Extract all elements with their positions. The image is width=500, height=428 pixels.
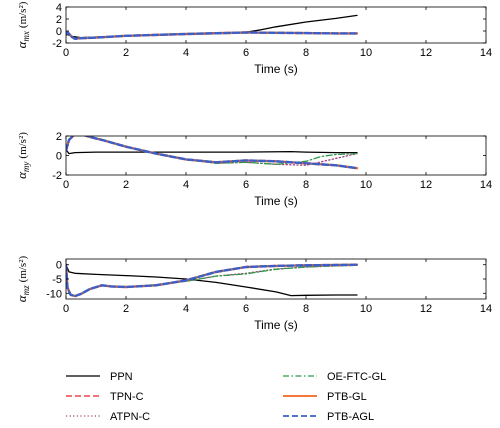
x-tick-label: 10: [360, 303, 372, 315]
y-label-symbol: α: [14, 294, 29, 302]
series-line-atpn-c: [66, 264, 358, 297]
x-tick-label: 4: [183, 303, 189, 315]
x-tick-label: 14: [480, 47, 492, 59]
x-tick-label: 0: [63, 303, 69, 315]
y-label-unit: (m/s²): [17, 255, 29, 282]
x-tick-label: 8: [303, 47, 309, 59]
y-label-subscript: mz: [21, 285, 31, 295]
y-label-subscript: my: [21, 162, 31, 173]
x-tick-label: 8: [303, 179, 309, 191]
chart-panel-3: 0 2 4 6 8 10 12 14 -10 -5 0 Time (s) αmz (m/s²): [14, 255, 492, 332]
x-axis-label: Time (s): [254, 318, 298, 332]
axes-box: [65, 135, 487, 176]
y-label-unit: (m/s²): [17, 132, 29, 159]
series-line-ptb-agl: [66, 263, 359, 298]
y-tick-label: 2: [56, 131, 62, 143]
y-axis-label: αmx (m/s²): [14, 1, 31, 48]
legend-item-ptb-gl: PTB-GL: [283, 391, 367, 403]
y-tick-label: -5: [52, 274, 62, 286]
y-tick-label: 0: [56, 151, 62, 163]
x-tick-label: 0: [63, 179, 69, 191]
x-tick-label: 10: [360, 47, 372, 59]
series-line-ptb-agl: [66, 136, 359, 170]
x-tick-label: 6: [243, 303, 249, 315]
y-label-unit: (m/s²): [17, 1, 29, 28]
x-tick-label: 4: [183, 47, 189, 59]
series-line-ptb-gl: [66, 263, 359, 298]
x-tick-label: 2: [123, 47, 129, 59]
legend-item-ptb-agl: PTB-AGL: [283, 411, 374, 423]
legend-label: TPN-C: [110, 391, 144, 403]
legend-label: OE-FTC-GL: [327, 371, 386, 383]
x-tick-label: 0: [63, 47, 69, 59]
series-line-ptb-agl: [66, 31, 359, 40]
legend-label: PTB-GL: [327, 391, 367, 403]
x-axis-label: Time (s): [254, 194, 298, 208]
series-group: [66, 136, 359, 170]
legend-item-tpn-c: TPN-C: [66, 391, 144, 403]
x-tick-label: 2: [123, 179, 129, 191]
y-tick-label: 0: [56, 26, 62, 38]
legend-label: PPN: [110, 371, 133, 383]
legend-label: PTB-AGL: [327, 411, 374, 423]
legend-label: ATPN-C: [110, 411, 150, 423]
y-label-symbol: α: [14, 171, 29, 179]
x-tick-label: 2: [123, 303, 129, 315]
legend: PPN TPN-C ATPN-C OE-FTC-GL PTB-GL PTB-AGL: [66, 371, 386, 423]
y-tick-label: 4: [56, 2, 62, 14]
y-axis-label: αmz (m/s²): [14, 255, 31, 302]
x-tick-label: 14: [480, 303, 492, 315]
x-tick-label: 12: [420, 179, 432, 191]
axes-box: [65, 6, 487, 44]
series-line-oe-ftc-gl: [66, 264, 358, 297]
x-tick-label: 6: [243, 47, 249, 59]
y-label-symbol: α: [14, 40, 29, 48]
y-tick-label: 2: [56, 14, 62, 26]
x-tick-label: 8: [303, 303, 309, 315]
x-tick-label: 6: [243, 179, 249, 191]
y-axis-label: αmy (m/s²): [14, 132, 31, 179]
legend-item-ppn: PPN: [66, 371, 133, 383]
series-line-tpn-c: [66, 264, 358, 297]
x-tick-label: 12: [420, 47, 432, 59]
y-tick-label: -10: [46, 288, 62, 300]
y-label-subscript: mx: [21, 31, 31, 42]
x-axis-label: Time (s): [254, 62, 298, 76]
x-tick-label: 14: [480, 179, 492, 191]
series-line-atpn-c: [66, 136, 358, 166]
x-tick-label: 12: [420, 303, 432, 315]
x-tick-label: 10: [360, 179, 372, 191]
legend-item-atpn-c: ATPN-C: [66, 411, 150, 423]
y-tick-label: 0: [56, 260, 62, 272]
series-group: [66, 263, 359, 298]
y-tick-label: -2: [52, 170, 62, 182]
series-line-ppn: [66, 149, 358, 155]
series-group: [66, 14, 359, 40]
legend-item-oe-ftc-gl: OE-FTC-GL: [283, 371, 386, 383]
series-line-oe-ftc-gl: [66, 136, 358, 165]
y-tick-label: -2: [52, 38, 62, 50]
series-line-ppn: [66, 264, 358, 297]
x-tick-label: 4: [183, 179, 189, 191]
